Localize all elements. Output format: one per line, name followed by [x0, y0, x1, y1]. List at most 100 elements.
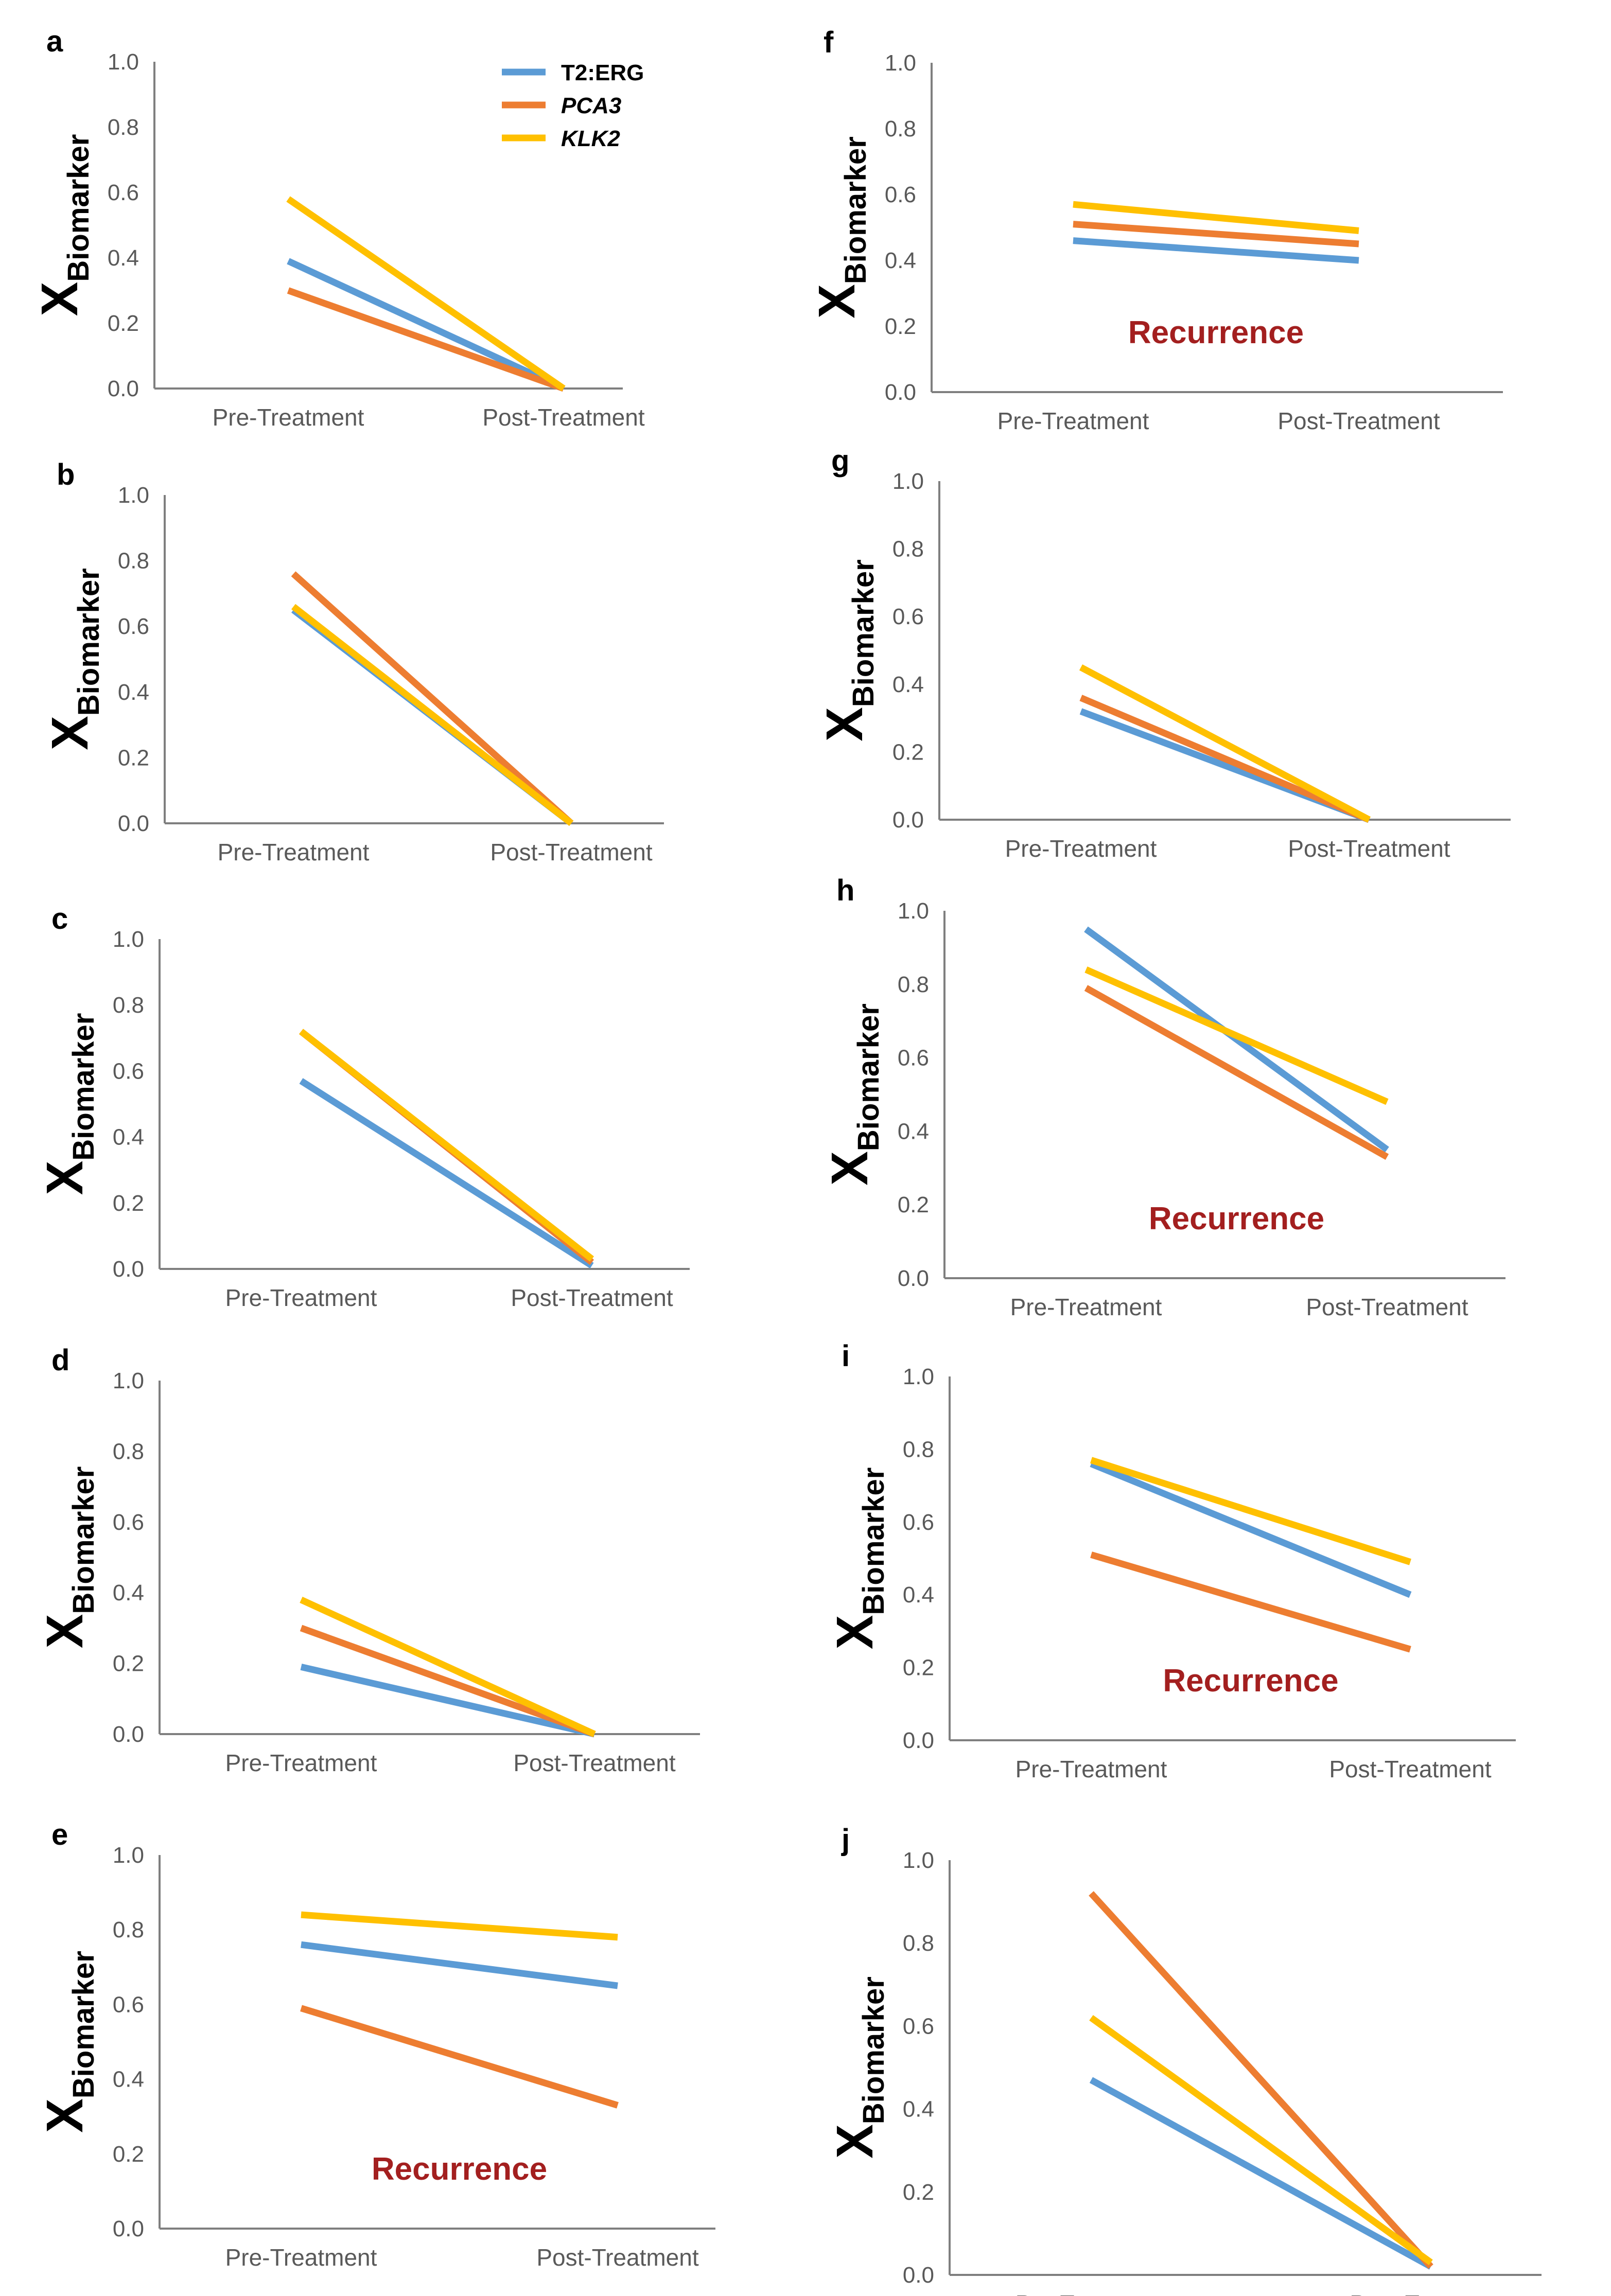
y-tick-label: 0.0	[113, 1257, 144, 1282]
x-category-label: Pre-Treatment	[225, 1284, 377, 1311]
series-line-t2-erg	[301, 1941, 618, 1989]
y-tick-label: 0.2	[118, 745, 149, 770]
y-tick-label: 0.0	[113, 2216, 144, 2241]
series-line-t2-erg	[299, 1078, 594, 1269]
series-line-t2-erg	[300, 1664, 596, 1738]
y-axis-label-sub: Biomarker	[62, 134, 95, 282]
y-tick-label: 0.4	[108, 245, 139, 271]
legend-label: PCA3	[561, 93, 621, 118]
panel-letter: b	[57, 458, 75, 491]
y-axis-label-sub: Biomarker	[67, 1013, 100, 1161]
series-line-klk2	[1079, 664, 1371, 823]
panel-d: d XBiomarker 0.0 0.2 0.4 0.6 0.8 1.0 Pre-Treatme…	[36, 1344, 700, 1776]
x-category-label: Pre-Treatment	[213, 404, 364, 431]
y-tick-label: 0.0	[892, 807, 924, 833]
y-tick-label: 0.6	[903, 1510, 934, 1535]
series-line-klk2	[299, 1029, 594, 1262]
panel-f: f XBiomarker 0.0 0.2 0.4 0.6 0.8 1.0 Pre-Treatme…	[808, 26, 1503, 434]
y-tick-label: 0.6	[892, 604, 924, 629]
y-axis-label-sub: Biomarker	[839, 136, 872, 284]
panel-letter: i	[842, 1339, 850, 1373]
series-line-pca3	[300, 2005, 619, 2109]
y-axis-label-sub: Biomarker	[67, 1951, 100, 2098]
series-line-klk2	[291, 604, 573, 826]
x-category-label: Post-Treatment	[1288, 835, 1450, 862]
y-tick-label: 0.8	[903, 1437, 934, 1462]
panel-letter: f	[824, 26, 834, 59]
y-tick-label: 0.6	[113, 1510, 144, 1535]
y-tick-label: 0.6	[113, 1992, 144, 2017]
y-tick-label: 0.2	[903, 1655, 934, 1681]
y-tick-label: 0.0	[885, 380, 916, 405]
legend-label: T2:ERG	[561, 60, 644, 85]
series-line-pca3	[291, 571, 574, 826]
y-axis-label-main: X	[36, 1614, 94, 1649]
y-tick-label: 0.2	[885, 314, 916, 339]
y-tick-label: 0.2	[892, 739, 924, 765]
series-line-klk2	[301, 1911, 618, 1941]
panel-letter: c	[51, 902, 68, 935]
panel-letter: d	[51, 1344, 69, 1377]
y-tick-label: 0.4	[885, 248, 916, 273]
y-tick-label: 0.0	[113, 1722, 144, 1747]
y-tick-label: 0.6	[113, 1058, 144, 1084]
x-category-label: Post-Treatment	[1306, 1294, 1468, 1320]
panel-letter: g	[831, 444, 849, 478]
y-tick-label: 1.0	[113, 1368, 144, 1393]
series-line-klk2	[1090, 1457, 1411, 1565]
y-tick-label: 1.0	[903, 1364, 934, 1389]
y-axis-label: XBiomarker	[826, 1976, 890, 2159]
y-tick-label: 0.8	[113, 993, 144, 1018]
y-tick-label: 1.0	[903, 1848, 934, 1873]
x-category-label: Pre-Treatment	[1005, 835, 1157, 862]
y-tick-label: 1.0	[898, 898, 929, 924]
y-axis-label-main: X	[36, 2098, 94, 2133]
y-tick-label: 0.4	[118, 680, 149, 705]
y-axis-label-sub: Biomarker	[67, 1467, 100, 1614]
y-tick-label: 0.8	[892, 537, 924, 562]
y-axis-label: XBiomarker	[816, 559, 880, 741]
y-axis-label: XBiomarker	[41, 568, 106, 750]
y-tick-label: 0.8	[885, 116, 916, 142]
series-line-pca3	[1079, 695, 1371, 823]
y-axis-label-sub: Biomarker	[852, 1003, 885, 1151]
series-line-klk2	[300, 1597, 596, 1737]
y-tick-label: 0.8	[118, 549, 149, 574]
y-tick-label: 0.6	[903, 2014, 934, 2039]
y-tick-label: 1.0	[113, 927, 144, 952]
y-axis-label-main: X	[821, 1151, 879, 1186]
series-line-klk2	[286, 196, 566, 392]
y-tick-label: 0.2	[113, 1191, 144, 1216]
x-category-label: Post-Treatment	[513, 1750, 676, 1776]
x-category-label: Post-Treatment	[1350, 2290, 1512, 2296]
y-tick-label: 1.0	[885, 50, 916, 76]
y-tick-label: 0.0	[903, 2263, 934, 2288]
y-axis-label: XBiomarker	[826, 1468, 890, 1650]
y-axis-label: XBiomarker	[36, 1467, 100, 1649]
y-tick-label: 0.4	[903, 1582, 934, 1608]
y-tick-label: 1.0	[118, 483, 149, 508]
y-tick-label: 0.0	[108, 376, 139, 401]
panel-letter: j	[841, 1823, 850, 1857]
panel-g: g XBiomarker 0.0 0.2 0.4 0.6 0.8 1.0 Pre-Treatme…	[816, 444, 1511, 862]
y-axis-label-sub: Biomarker	[72, 568, 106, 716]
panel-letter: a	[46, 25, 63, 58]
y-axis-label-main: X	[36, 1161, 94, 1195]
x-category-label: Pre-Treatment	[225, 2244, 377, 2271]
y-tick-label: 0.6	[885, 182, 916, 207]
series-line-pca3	[1073, 221, 1359, 248]
y-axis-label-main: X	[41, 716, 99, 750]
y-axis-label-main: X	[826, 1615, 884, 1650]
series-line-pca3	[287, 287, 565, 392]
y-axis-label: XBiomarker	[36, 1951, 100, 2133]
series-line-t2-erg	[1089, 2077, 1433, 2270]
y-tick-label: 0.4	[903, 2097, 934, 2122]
series-line-t2-erg	[287, 258, 565, 392]
y-tick-label: 0.2	[903, 2180, 934, 2205]
panel-letter: h	[836, 874, 854, 907]
y-tick-label: 0.4	[898, 1119, 929, 1144]
y-axis-label-sub: Biomarker	[857, 1468, 890, 1615]
series-line-t2-erg	[1073, 237, 1359, 264]
y-axis-label-main: X	[808, 284, 866, 319]
panel-c: c XBiomarker 0.0 0.2 0.4 0.6 0.8 1.0 Pre-Treatme…	[36, 902, 690, 1311]
